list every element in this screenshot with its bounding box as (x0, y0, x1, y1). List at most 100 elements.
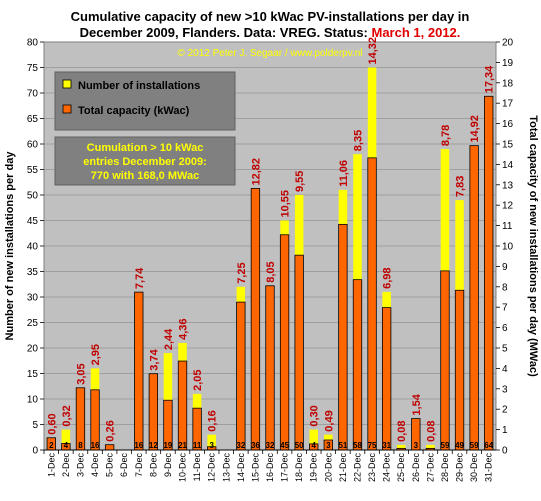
capacity-value-label: 14,32 (367, 37, 379, 65)
installations-value-label: 3 (209, 441, 214, 450)
installations-value-label: 59 (441, 441, 450, 450)
capacity-value-label: 0,32 (61, 405, 73, 426)
right-tick-label: 13 (502, 180, 514, 191)
x-tick-label: 4-Dec (90, 453, 100, 478)
installations-value-label: 3 (326, 441, 331, 450)
left-tick-label: 30 (27, 293, 39, 304)
left-tick-label: 75 (27, 63, 39, 74)
capacity-value-label: 4,36 (178, 318, 190, 339)
summary-line-2: entries December 2009: (83, 156, 207, 168)
capacity-value-label: 10,55 (280, 190, 292, 218)
capacity-value-label: 11,06 (338, 160, 350, 187)
right-tick-label: 11 (502, 221, 513, 232)
capacity-bar (484, 95, 494, 451)
capacity-value-label: 1,54 (411, 393, 423, 415)
capacity-bar (294, 254, 304, 451)
capacity-value-label: 2,05 (192, 369, 204, 390)
chart-title: Cumulative capacity of new >10 kWac PV-i… (71, 9, 470, 24)
installations-bar (426, 444, 435, 450)
right-tick-label: 8 (502, 282, 508, 293)
installations-bar (309, 429, 318, 450)
capacity-bars (46, 95, 494, 451)
x-tick-label: 7-Dec (134, 453, 144, 478)
x-tick-label: 11-Dec (192, 453, 202, 482)
left-tick-label: 60 (27, 140, 39, 151)
installations-value-label: 45 (280, 441, 289, 450)
capacity-labels: 0,60 0,32 3,052,95 0,26 7,74 3,742,44 4,36 2,05… (46, 37, 495, 442)
capacity-value-label: 7,25 (236, 262, 248, 283)
x-tick-label: 9-Dec (163, 453, 173, 478)
installations-value-label: 58 (353, 441, 362, 450)
right-tick-label: 4 (502, 364, 508, 375)
legend-swatch-capacity (62, 104, 72, 114)
left-tick-label: 35 (27, 267, 39, 278)
capacity-value-label: 17,34 (484, 65, 496, 93)
chart-subtitle-text: December 2009, Flanders. Data: VREG. Sta… (80, 25, 372, 40)
x-tick-label: 26-Dec (411, 453, 421, 483)
left-tick-label: 50 (27, 191, 39, 202)
capacity-value-label: 9,55 (294, 171, 306, 192)
capacity-value-label: 0,30 (309, 405, 321, 426)
capacity-value-label: 0,60 (46, 413, 58, 434)
chart-subtitle: December 2009, Flanders. Data: VREG. Sta… (80, 25, 461, 40)
capacity-value-label: 2,95 (90, 344, 102, 365)
x-tick-label: 27-Dec (425, 453, 435, 483)
capacity-bar (440, 270, 450, 451)
capacity-value-label: 3,05 (75, 363, 87, 384)
x-tick-label: 21-Dec (338, 453, 348, 483)
chart-status-date: March 1, 2012. (372, 25, 461, 40)
capacity-bar (148, 373, 159, 451)
left-tick-label: 25 (27, 318, 39, 329)
right-tick-label: 15 (502, 140, 514, 151)
right-tick-label: 1 (502, 425, 508, 436)
capacity-value-label: 0,49 (323, 410, 335, 431)
capacity-value-label: 0,16 (207, 410, 219, 431)
capacity-value-label: 7,74 (134, 267, 146, 289)
capacity-value-label: 8,78 (440, 125, 452, 146)
copyright-note: © 2012 Peter J. Segaar / www.polderpv.nl (177, 48, 362, 59)
installations-value-label: 31 (382, 441, 391, 450)
capacity-value-label: 12,82 (250, 158, 262, 186)
capacity-bar (134, 291, 144, 451)
x-tick-label: 17-Dec (280, 453, 290, 483)
capacity-value-label: 6,98 (382, 267, 394, 288)
left-tick-label: 55 (27, 165, 39, 176)
summary-box (54, 136, 236, 186)
installations-value-label: 3 (414, 441, 419, 450)
summary-line-1: Cumulation > 10 kWac (87, 142, 204, 154)
installations-value-label: 4 (64, 441, 69, 450)
x-tick-label: 14-Dec (236, 453, 246, 483)
left-tick-label: 0 (32, 446, 38, 457)
right-tick-label: 2 (502, 405, 508, 416)
installations-value-label: 11 (193, 441, 202, 450)
x-tick-label: 5-Dec (105, 453, 115, 478)
installations-value-label: 32 (236, 441, 245, 450)
right-tick-label: 17 (502, 99, 514, 110)
capacity-value-label: 2,44 (163, 328, 175, 350)
installations-value-label: 21 (178, 441, 187, 450)
y-axis-right-label: Total capacity of new installations per … (527, 115, 539, 377)
legend-label-capacity: Total capacity (kWac) (78, 105, 190, 117)
x-tick-label: 10-Dec (178, 453, 188, 483)
capacity-bar (250, 188, 261, 451)
capacity-bar (338, 223, 348, 451)
x-tick-label: 20-Dec (323, 453, 333, 483)
capacity-value-label: 7,83 (455, 176, 467, 197)
x-axis-ticks: 1-Dec 2-Dec 3-Dec 4-Dec 5-Dec 6-Dec 7-Dec 8-Dec… (43, 449, 496, 483)
installations-value-label: 59 (470, 441, 479, 450)
x-tick-label: 25-Dec (396, 453, 406, 483)
installations-value-label: 32 (266, 441, 275, 450)
right-tick-label: 3 (502, 384, 508, 395)
right-tick-label: 14 (502, 160, 514, 171)
left-tick-label: 80 (27, 38, 39, 49)
x-tick-label: 28-Dec (440, 453, 450, 483)
y-axis-left-label: Number of new installations per day (4, 151, 16, 341)
capacity-value-label: 0,26 (105, 420, 117, 441)
right-tick-label: 0 (502, 446, 508, 457)
installations-value-label: 51 (338, 441, 347, 450)
installations-bar (396, 444, 406, 450)
left-tick-label: 70 (27, 89, 39, 100)
installations-value-label: 4 (312, 441, 317, 450)
installations-value-label: 50 (295, 441, 304, 450)
